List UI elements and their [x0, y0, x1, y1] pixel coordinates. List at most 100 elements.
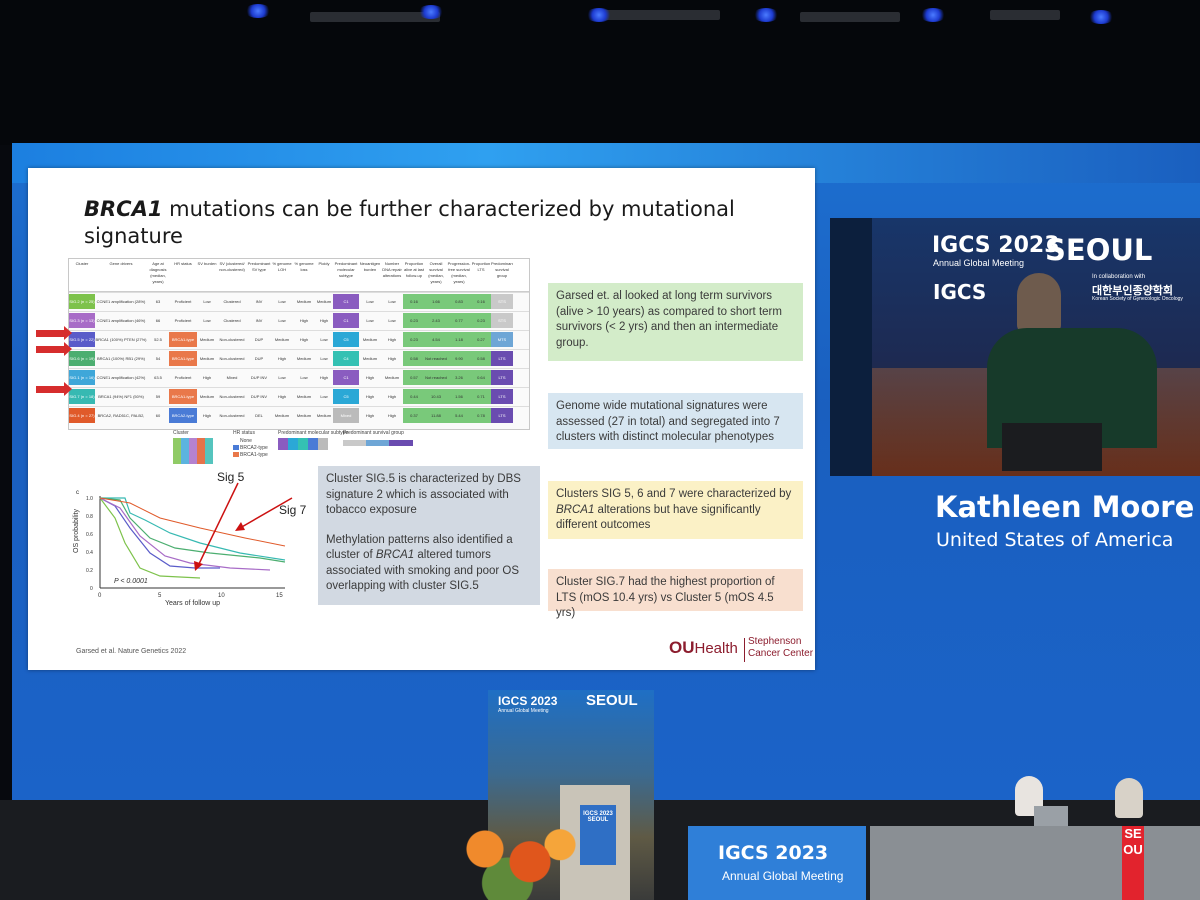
table-cell-hr: BRCA1-type — [169, 351, 197, 366]
table-cell-loh: Low — [278, 318, 286, 323]
table-row: SIG.3 (n = 13) CCNE1 amplification (46%) 6… — [69, 311, 529, 329]
table-cell-svtype: DUP INV — [250, 375, 268, 380]
table-cell-grp: STS — [491, 313, 513, 328]
igcs-logo: IGCS — [933, 280, 987, 304]
table-banner-title: IGCS 2023 — [718, 842, 829, 864]
sig7-lts-box: Cluster SIG.7 had the highest proportion… — [548, 569, 803, 619]
table-cell-neo: High — [365, 375, 375, 380]
table-cell-drivers: BRCA1 (100%) RB1 (29%) — [96, 356, 146, 361]
table-cell-loh: Low — [278, 299, 286, 304]
methylation-gene: BRCA1 — [375, 549, 415, 561]
legend-survival-title: Predominant survival group — [343, 430, 404, 436]
sig7-label: Sig 7 — [279, 503, 307, 517]
slide-title-text: mutations can be further characterized b… — [84, 197, 735, 248]
collab-text: In collaboration with — [1092, 274, 1146, 280]
table-cell-loss: Medium — [296, 394, 312, 399]
brca1-clusters-box: Clusters SIG 5, 6 and 7 were characteriz… — [548, 481, 803, 539]
table-cell-grp: STS — [491, 294, 513, 309]
table-cell-os: 2.43 — [425, 313, 447, 328]
brca1-clusters-text: alterations but have significantly diffe… — [556, 503, 761, 532]
table-cell-cluster: SIG.7 (n = 18) — [69, 389, 95, 404]
table-cell-grp: LTS — [491, 408, 513, 423]
table-cell-grp: LTS — [491, 351, 513, 366]
km-p-value: P < 0.0001 — [114, 578, 148, 585]
stage-light — [920, 8, 946, 22]
korean-society-name: 대한부인종양학회 — [1092, 285, 1173, 297]
stage-light — [753, 8, 779, 22]
table-cell-alive: 0.16 — [403, 294, 425, 309]
stephenson-logo: Stephenson Cancer Center — [748, 636, 813, 660]
speaker-country: United States of America — [936, 529, 1174, 551]
sig7-arrowhead — [235, 522, 245, 531]
long-term-survivors-box: Garsed et. al looked at long term surviv… — [548, 283, 803, 361]
table-cell-grp: MTS — [491, 332, 513, 347]
annual-meeting-subtitle: Annual Global Meeting — [933, 258, 1025, 268]
km-survival-plot: c OS probability Years of follow up P < … — [73, 482, 293, 607]
km-curve-sig7 — [100, 497, 286, 561]
panel-table-right: SEOU — [870, 826, 1200, 900]
table-header-cell: Age at diagnosis (median, years) — [149, 261, 167, 284]
table-cell-pfs: 0.83 — [447, 294, 471, 309]
table-cell-cluster: SIG.5 (n = 22) — [69, 332, 95, 347]
table-cell-alive: 0.58 — [403, 351, 425, 366]
table-header-cell: Ploidy — [318, 261, 330, 266]
table-cell-grp: LTS — [491, 370, 513, 385]
table-cell-lts: 0.23 — [471, 313, 491, 328]
table-cell-ploidy: Low — [320, 337, 328, 342]
legend-hr-title: HR status — [233, 430, 255, 436]
legend-cluster-title: Cluster — [173, 430, 189, 436]
table-cell-sub: C5 — [333, 389, 359, 404]
table-cell-pfs: 0.77 — [447, 313, 471, 328]
legend-hr-brca1-swatch — [233, 452, 239, 457]
km-ytick: 0.2 — [86, 568, 93, 574]
ceiling — [0, 0, 1200, 145]
table-header-cell: Cluster — [75, 261, 89, 266]
table-cell-loh: High — [277, 394, 287, 399]
table-cell-svc: Non-clustered — [219, 337, 245, 342]
table-header-cell: % genome LOH — [272, 261, 292, 272]
table-cell-rep: Low — [388, 318, 396, 323]
seoul-vertical-sign: SEOU — [1122, 826, 1144, 900]
table-header-cell: Proportion alive at last follow-up — [403, 261, 424, 278]
table-cell-sv: Low — [203, 299, 211, 304]
table-cell-neo: Low — [366, 299, 374, 304]
table-cell-loss: Medium — [296, 299, 312, 304]
sig5-label: Sig 5 — [217, 470, 245, 484]
km-curve-sig6 — [99, 497, 286, 563]
methylation-text-part: Methylation patterns also identified a c… — [326, 533, 513, 562]
cancer-center-text: Cancer Center — [748, 648, 814, 659]
laptop — [1034, 806, 1068, 826]
table-header-cell: Predominant SV type — [247, 261, 271, 272]
panelist-2 — [1115, 778, 1143, 818]
red-arrow-sig5 — [36, 326, 72, 340]
table-cell-loh: Medium — [274, 413, 290, 418]
table-cell-ploidy: Medium — [316, 413, 332, 418]
table-cell-cluster: SIG.3 (n = 13) — [69, 313, 95, 328]
table-cell-svtype: DUP — [254, 337, 264, 342]
legend-subtype-title: Predominant molecular subtype — [278, 430, 349, 436]
table-row: SIG.6 (n = 19) BRCA1 (100%) RB1 (29%) 54 BR… — [69, 349, 529, 367]
table-cell-alive: 0.57 — [403, 370, 425, 385]
table-cell-loh: Low — [278, 375, 286, 380]
table-cell-drivers: BRCA1 (94%) NF1 (50%) RB1 (31%) and KMT2… — [98, 394, 144, 399]
methylation-text-part: altered tumors associated with smoking a… — [326, 549, 520, 592]
table-cell-rep: Medium — [384, 375, 400, 380]
table-cell-svc: Clustered — [223, 318, 241, 323]
table-cell-drivers: CCNE1 amplification (28%) — [96, 299, 146, 304]
table-banner-subtitle: Annual Global Meeting — [722, 869, 844, 883]
red-arrow-sig7 — [36, 382, 72, 396]
legend-cluster-swatches — [173, 438, 213, 464]
table-cell-ploidy: Medium — [316, 299, 332, 304]
speaker-head — [1017, 273, 1061, 333]
table-cell-lts: 0.16 — [471, 294, 491, 309]
table-cell-loss: Low — [300, 375, 308, 380]
table-cell-os: Not reached — [425, 370, 447, 385]
table-cell-rep: Low — [388, 299, 396, 304]
table-header-cell: Gene drivers — [109, 261, 133, 266]
table-row: SIG.5 (n = 22)BRCA1 (100%) PTEN (27%) NF… — [69, 330, 529, 348]
table-cell-loh: High — [277, 356, 287, 361]
table-cell-age: 63 — [155, 299, 161, 304]
km-xtick: 0 — [98, 593, 102, 599]
table-cell-sub: C1 — [333, 313, 359, 328]
lectern — [1002, 423, 1102, 471]
